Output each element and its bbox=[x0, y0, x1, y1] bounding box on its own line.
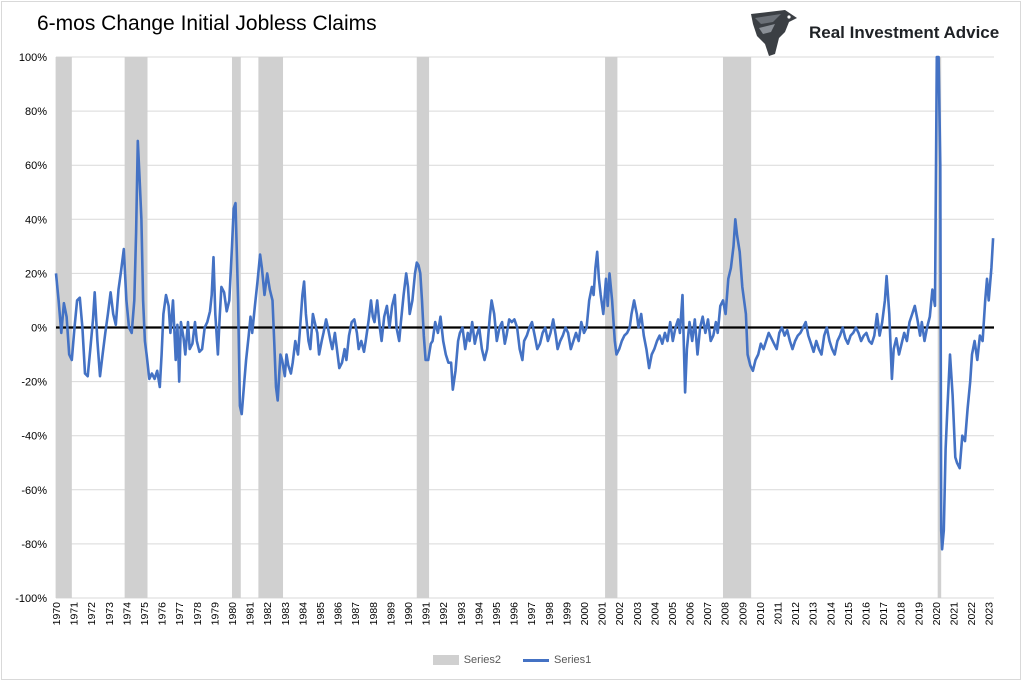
legend-series2-label: Series2 bbox=[463, 654, 501, 666]
x-tick-label: 1974 bbox=[121, 602, 133, 626]
y-tick-label: 60% bbox=[25, 160, 47, 172]
x-tick-label: 2003 bbox=[632, 602, 644, 626]
y-tick-label: 100% bbox=[19, 52, 47, 64]
x-tick-label: 1983 bbox=[280, 602, 292, 626]
x-tick-label: 2016 bbox=[861, 602, 873, 626]
x-tick-label: 1976 bbox=[157, 602, 169, 626]
brand-name: Real Investment Advice bbox=[809, 23, 1000, 42]
x-tick-label: 1971 bbox=[69, 602, 81, 626]
x-tick-label: 1995 bbox=[491, 602, 503, 626]
x-tick-label: 1984 bbox=[297, 602, 309, 626]
y-tick-label: 80% bbox=[25, 106, 47, 118]
x-tick-label: 2002 bbox=[614, 602, 626, 626]
x-tick-label: 1973 bbox=[104, 602, 116, 626]
y-tick-label: -100% bbox=[15, 593, 47, 605]
x-tick-label: 2011 bbox=[773, 602, 785, 625]
x-tick-label: 1980 bbox=[227, 602, 239, 626]
x-tick-label: 2009 bbox=[737, 602, 749, 626]
x-tick-label: 1993 bbox=[456, 602, 468, 626]
x-tick-label: 1998 bbox=[544, 602, 556, 626]
x-tick-label: 1982 bbox=[262, 602, 274, 626]
legend-series1: Series1 bbox=[523, 654, 591, 666]
x-tick-label: 1981 bbox=[245, 602, 257, 626]
x-tick-label: 2014 bbox=[825, 602, 837, 626]
x-tick-label: 1978 bbox=[192, 602, 204, 626]
gridlines bbox=[55, 56, 994, 599]
x-tick-label: 1989 bbox=[385, 602, 397, 626]
x-tick-label: 1997 bbox=[526, 602, 538, 626]
y-axis-ticks: -100% -80% -60% -40% -20% 0% 20% 40% 60% 80% 100% bbox=[15, 52, 47, 605]
x-tick-label: 1985 bbox=[315, 602, 327, 626]
x-tick-label: 1979 bbox=[209, 602, 221, 626]
brand-logo: Real Investment Advice bbox=[745, 8, 1010, 60]
x-tick-label: 1988 bbox=[368, 602, 380, 626]
x-tick-label: 1977 bbox=[174, 602, 186, 626]
x-tick-label: 2006 bbox=[685, 602, 697, 626]
x-tick-label: 2008 bbox=[720, 602, 732, 626]
series1-swatch bbox=[523, 658, 549, 662]
legend-series2: Series2 bbox=[432, 654, 501, 666]
x-tick-label: 2010 bbox=[755, 602, 767, 626]
y-tick-label: -80% bbox=[21, 539, 47, 551]
x-tick-label: 1986 bbox=[333, 602, 345, 626]
x-tick-label: 2001 bbox=[597, 602, 609, 626]
x-tick-label: 2013 bbox=[808, 602, 820, 626]
y-tick-label: 40% bbox=[25, 214, 47, 226]
x-tick-label: 2018 bbox=[896, 602, 908, 626]
series1-line bbox=[54, 55, 995, 551]
y-tick-label: 0% bbox=[31, 323, 47, 335]
x-tick-label: 2017 bbox=[878, 602, 890, 626]
x-tick-label: 2021 bbox=[949, 602, 961, 626]
x-tick-label: 2020 bbox=[931, 602, 943, 626]
x-tick-label: 1975 bbox=[139, 602, 151, 626]
x-tick-label: 1972 bbox=[86, 602, 98, 626]
x-tick-label: 1991 bbox=[421, 602, 433, 626]
x-tick-label: 2022 bbox=[966, 602, 978, 626]
x-tick-label: 1994 bbox=[473, 602, 485, 626]
y-tick-label: -20% bbox=[21, 377, 47, 389]
x-axis-ticks: 1970 1971 1972 1973 1974 1975 1976 1977 1978 1979… bbox=[51, 602, 996, 626]
legend-series1-label: Series1 bbox=[554, 654, 592, 666]
x-tick-label: 1987 bbox=[350, 602, 362, 626]
x-tick-label: 2023 bbox=[984, 602, 996, 626]
chart-legend: Series2 Series1 bbox=[0, 654, 1024, 666]
x-tick-label: 2007 bbox=[702, 602, 714, 626]
x-tick-label: 1992 bbox=[438, 602, 450, 626]
x-tick-label: 2005 bbox=[667, 602, 679, 626]
x-tick-label: 1996 bbox=[509, 602, 521, 626]
x-tick-label: 1999 bbox=[561, 602, 573, 626]
x-tick-label: 2012 bbox=[790, 602, 802, 626]
x-tick-label: 2000 bbox=[579, 602, 591, 626]
x-tick-label: 2015 bbox=[843, 602, 855, 626]
y-tick-label: -60% bbox=[21, 485, 47, 497]
x-tick-label: 1990 bbox=[403, 602, 415, 626]
x-tick-label: 2004 bbox=[649, 602, 661, 626]
eagle-logo-icon bbox=[751, 10, 797, 56]
y-tick-label: 20% bbox=[25, 268, 47, 280]
x-tick-label: 2019 bbox=[913, 602, 925, 626]
chart-title: 6-mos Change Initial Jobless Claims bbox=[37, 12, 377, 35]
series2-swatch bbox=[432, 655, 459, 665]
y-tick-label: -40% bbox=[21, 431, 47, 443]
x-tick-label: 1970 bbox=[51, 602, 63, 626]
